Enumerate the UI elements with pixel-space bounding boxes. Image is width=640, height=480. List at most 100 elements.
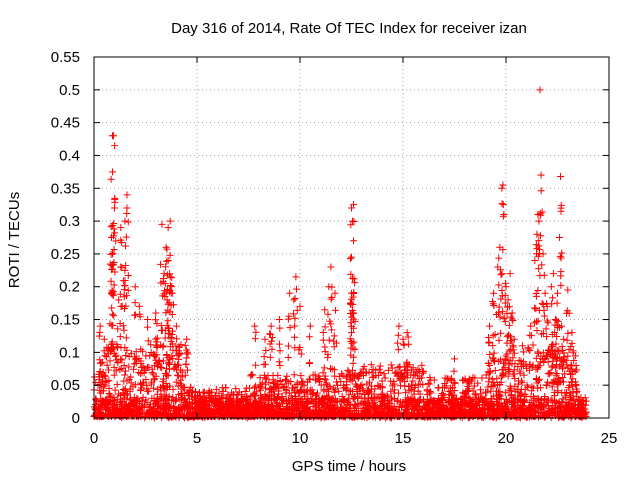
data-point (349, 395, 357, 403)
data-point (412, 369, 420, 377)
data-point (542, 325, 550, 333)
data-point (291, 294, 299, 302)
data-point (515, 356, 523, 364)
data-point (297, 386, 305, 394)
y-tick-label: 0 (72, 410, 80, 427)
data-point (137, 386, 145, 394)
data-point (127, 379, 135, 387)
data-point (111, 229, 119, 237)
data-point (117, 355, 125, 363)
data-point (111, 413, 119, 421)
data-point (266, 353, 274, 361)
data-point (505, 365, 513, 373)
data-point (275, 316, 283, 324)
data-point (558, 406, 566, 414)
data-point (218, 384, 226, 392)
data-point (369, 365, 377, 373)
data-point (97, 359, 105, 367)
x-tick-labels: 0 5 10 15 20 25 (90, 430, 618, 447)
data-point (354, 383, 362, 391)
data-point (400, 341, 408, 349)
data-point (479, 396, 487, 404)
data-point (291, 322, 299, 330)
data-point (534, 348, 542, 356)
data-point (501, 318, 509, 326)
y-tick-label: 0.2 (59, 279, 80, 296)
data-point (402, 360, 410, 368)
data-point (315, 401, 323, 409)
data-point (336, 397, 344, 405)
data-point (549, 270, 557, 278)
data-point (500, 314, 508, 322)
data-point (395, 322, 403, 330)
data-point (564, 329, 572, 337)
data-point (525, 405, 533, 413)
data-point (438, 407, 446, 415)
data-point (306, 322, 314, 330)
data-point (429, 398, 437, 406)
data-point (571, 406, 579, 414)
data-point (154, 363, 162, 371)
data-point (125, 375, 133, 383)
data-point (489, 342, 497, 350)
data-point (211, 408, 219, 416)
data-point (92, 401, 100, 409)
data-point (159, 342, 167, 350)
data-point (510, 396, 518, 404)
data-point (161, 334, 169, 342)
data-point (96, 328, 104, 336)
data-point (158, 220, 166, 228)
data-point (505, 303, 513, 311)
data-point (528, 363, 536, 371)
data-point (518, 379, 526, 387)
data-point (330, 343, 338, 351)
data-point (501, 279, 509, 287)
data-point (122, 261, 130, 269)
data-point (527, 322, 535, 330)
data-point (255, 410, 263, 418)
data-point (116, 290, 124, 298)
data-point (553, 369, 561, 377)
data-point (347, 387, 355, 395)
data-point (401, 378, 409, 386)
data-point (176, 379, 184, 387)
data-point (557, 361, 565, 369)
data-point (579, 401, 587, 409)
data-point (110, 132, 118, 140)
data-point (532, 318, 540, 326)
data-point (142, 396, 150, 404)
data-point (417, 374, 425, 382)
data-point (173, 361, 181, 369)
data-point (293, 306, 301, 314)
data-point (226, 402, 234, 410)
data-point (108, 289, 116, 297)
data-point (147, 380, 155, 388)
data-point (96, 410, 104, 418)
data-point (376, 362, 384, 370)
data-point (414, 409, 422, 417)
data-point (548, 331, 556, 339)
data-point (172, 322, 180, 330)
y-tick-label: 0.25 (51, 246, 80, 263)
data-point (416, 380, 424, 388)
data-point (120, 377, 128, 385)
data-point (496, 266, 504, 274)
data-point (105, 389, 113, 397)
data-point (425, 389, 433, 397)
data-point (153, 320, 161, 328)
data-point (404, 333, 412, 341)
data-point (489, 355, 497, 363)
data-point (544, 358, 552, 366)
data-point (559, 374, 567, 382)
data-point (110, 246, 118, 254)
data-point (547, 283, 555, 291)
data-point (241, 388, 249, 396)
data-point (183, 366, 191, 374)
data-point (108, 234, 116, 241)
data-point (133, 406, 141, 414)
data-point (535, 362, 543, 370)
data-point (184, 348, 192, 356)
data-point (347, 299, 355, 307)
data-point (360, 363, 368, 371)
data-point (543, 333, 551, 341)
